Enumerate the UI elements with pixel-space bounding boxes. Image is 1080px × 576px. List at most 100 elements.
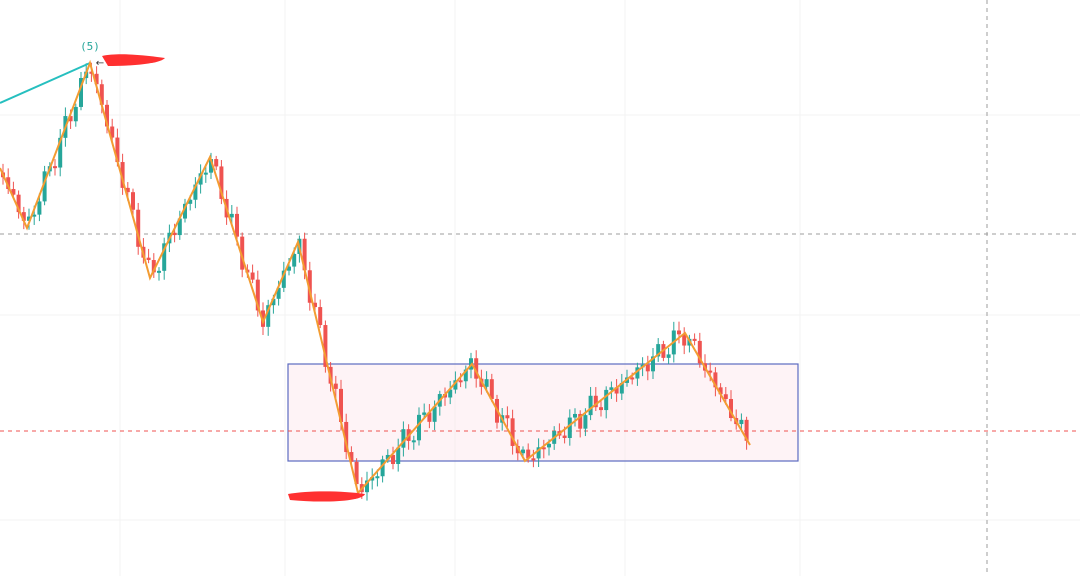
candle-body	[250, 272, 255, 280]
candle-body	[619, 382, 624, 394]
candle-body	[692, 338, 697, 341]
candle-body	[276, 287, 281, 299]
candle-body	[68, 116, 73, 122]
candle-body	[656, 344, 661, 357]
candle-body	[42, 171, 47, 202]
candle-body	[604, 389, 609, 411]
candle-body	[489, 379, 494, 399]
candle-body	[453, 380, 458, 390]
candle-body	[682, 334, 687, 346]
candle-body	[136, 209, 141, 247]
candle-body	[448, 389, 453, 398]
candle-body	[458, 380, 463, 383]
candle-body	[313, 302, 317, 308]
candle-body	[89, 71, 94, 74]
wave-label: (5)	[80, 40, 100, 53]
candle-body	[333, 383, 338, 389]
candle-body	[151, 260, 156, 273]
candle-body	[541, 447, 546, 450]
candle-body	[318, 307, 323, 326]
candle-body	[718, 387, 723, 395]
candle-body	[115, 137, 120, 163]
candle-body	[292, 253, 297, 267]
candle-body	[99, 84, 104, 105]
candle-body	[474, 358, 479, 379]
candle-body	[583, 415, 588, 429]
candle-body	[427, 412, 432, 422]
candle-body	[401, 429, 406, 448]
candle-body	[354, 461, 359, 485]
candle-body	[417, 414, 421, 441]
candle-body	[162, 243, 167, 271]
candle-body	[645, 364, 650, 372]
wave-line[interactable]	[0, 62, 91, 104]
candle-body	[614, 387, 619, 394]
candle-body	[599, 407, 603, 411]
candle-body	[344, 421, 349, 453]
candle-body	[677, 330, 681, 335]
candle-body	[547, 443, 551, 448]
candle-body	[526, 449, 531, 459]
candle-body	[307, 270, 312, 303]
candle-body	[567, 417, 572, 438]
candle-body	[630, 377, 635, 380]
candle-body	[708, 370, 713, 373]
candle-body	[411, 440, 416, 443]
candle-body	[229, 213, 234, 218]
candle-body	[385, 454, 390, 460]
candle-body	[287, 266, 291, 271]
candle-body	[11, 188, 16, 195]
candle-body	[432, 406, 437, 422]
candle-body	[183, 203, 187, 219]
candle-body	[281, 270, 286, 288]
candle-body	[349, 452, 354, 462]
candle-body	[209, 159, 213, 173]
candle-body	[666, 354, 671, 358]
candle-body	[588, 395, 593, 416]
candle-body	[73, 106, 78, 122]
candle-body	[271, 298, 276, 306]
candle-body	[339, 388, 343, 422]
candle-body	[188, 199, 193, 204]
candle-body	[120, 162, 125, 188]
candle-body	[510, 418, 515, 446]
candle-body	[266, 305, 271, 327]
candle-body	[370, 477, 375, 481]
candle-body	[609, 387, 614, 390]
candle-body	[21, 212, 26, 221]
candle-body	[463, 369, 468, 382]
arrow: ←	[96, 58, 104, 69]
candle-body	[484, 379, 489, 387]
candle-body	[193, 184, 198, 200]
candle-body	[562, 435, 567, 438]
candle-body	[651, 356, 655, 372]
candle-body	[635, 367, 640, 379]
candle-body	[6, 177, 11, 189]
candle-body	[521, 449, 525, 454]
candle-body	[375, 476, 380, 479]
candle-body	[157, 270, 161, 273]
candle-body	[422, 412, 427, 415]
candle-body	[79, 78, 83, 107]
candle-body	[380, 459, 385, 477]
candle-body	[536, 447, 541, 459]
candle-body	[739, 419, 744, 425]
candle-body	[578, 413, 583, 429]
candle-body	[391, 454, 395, 465]
candle-body	[219, 166, 224, 199]
candle-body	[723, 394, 728, 399]
candle-body	[744, 419, 749, 441]
candle-body	[58, 137, 63, 168]
candle-body	[27, 216, 31, 221]
candle-body	[37, 201, 42, 215]
candle-body	[505, 415, 510, 419]
zigzag[interactable]	[0, 59, 751, 496]
candle-body	[177, 218, 182, 236]
candle-body	[16, 194, 21, 213]
candle-body	[172, 232, 177, 236]
candle-body	[396, 447, 401, 465]
candle-body	[110, 126, 115, 138]
